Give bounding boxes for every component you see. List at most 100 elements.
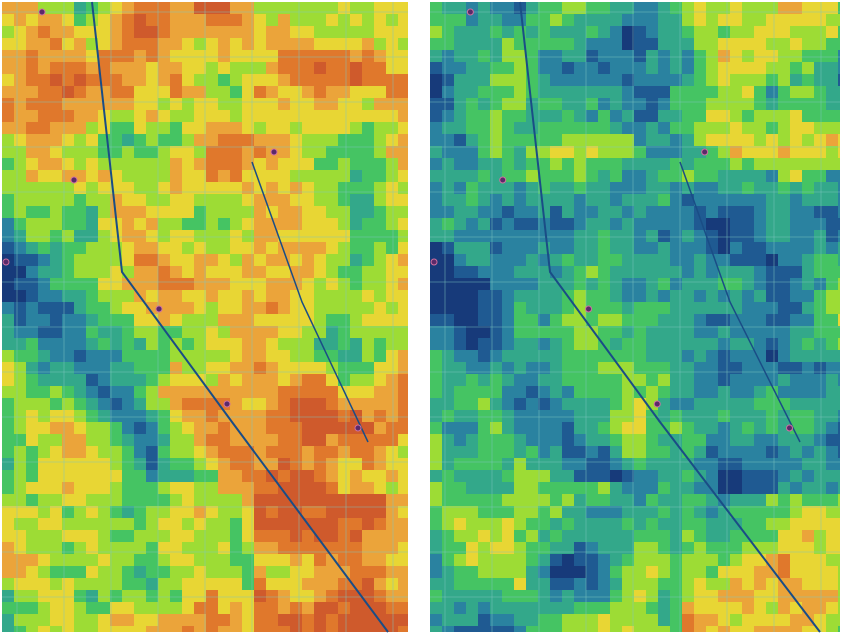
field [374,590,386,602]
field [182,626,194,632]
field [550,494,562,506]
field [182,590,194,602]
field [766,566,778,578]
field [790,50,802,62]
field [182,74,194,86]
field [538,62,550,74]
field [454,338,466,350]
field [14,350,26,362]
field [146,506,158,518]
field [398,434,408,446]
field [802,230,814,242]
field [134,146,146,158]
field [538,434,550,446]
field [98,566,110,578]
field [514,614,526,626]
field [586,86,598,98]
field [766,350,778,362]
field [430,242,442,254]
field [610,410,622,422]
field [314,314,326,326]
field [230,434,242,446]
field [170,230,182,242]
field [538,314,550,326]
field [730,482,742,494]
field [490,110,502,122]
field [538,158,550,170]
field [2,182,14,194]
field [398,26,408,38]
field [266,614,278,626]
field [326,266,338,278]
field [170,530,182,542]
field [802,170,814,182]
field [454,386,466,398]
field [146,182,158,194]
field [350,578,362,590]
field [574,242,586,254]
field [86,278,98,290]
field [634,230,646,242]
field [290,254,302,266]
field [682,206,694,218]
field [814,86,826,98]
field [442,278,454,290]
field [430,122,442,134]
field [514,218,526,230]
field [110,302,122,314]
field [802,422,814,434]
field [2,2,14,14]
field [206,542,218,554]
field [550,170,562,182]
field [350,350,362,362]
field [182,290,194,302]
field [826,266,838,278]
field [38,518,50,530]
field [682,38,694,50]
field [730,134,742,146]
field [790,434,802,446]
field [2,290,14,302]
field [206,230,218,242]
field [778,350,790,362]
field [682,350,694,362]
field [742,218,754,230]
field [182,158,194,170]
field [122,50,134,62]
field [146,578,158,590]
field [206,194,218,206]
field [218,410,230,422]
field [254,62,266,74]
field [454,422,466,434]
field [766,386,778,398]
field [814,194,826,206]
field [514,50,526,62]
field [62,338,74,350]
field [658,518,670,530]
field [622,278,634,290]
field [790,194,802,206]
field [230,206,242,218]
field [478,350,490,362]
field [634,62,646,74]
field [742,146,754,158]
field [74,254,86,266]
field [742,122,754,134]
field [398,602,408,614]
field [766,422,778,434]
field [838,398,840,410]
field [682,410,694,422]
field [230,314,242,326]
field [550,578,562,590]
field [38,290,50,302]
field [254,206,266,218]
field [574,338,586,350]
river [91,1,389,633]
field [110,422,122,434]
field [790,470,802,482]
field [622,122,634,134]
field [622,110,634,122]
field [526,518,538,530]
field [430,182,442,194]
field [314,50,326,62]
